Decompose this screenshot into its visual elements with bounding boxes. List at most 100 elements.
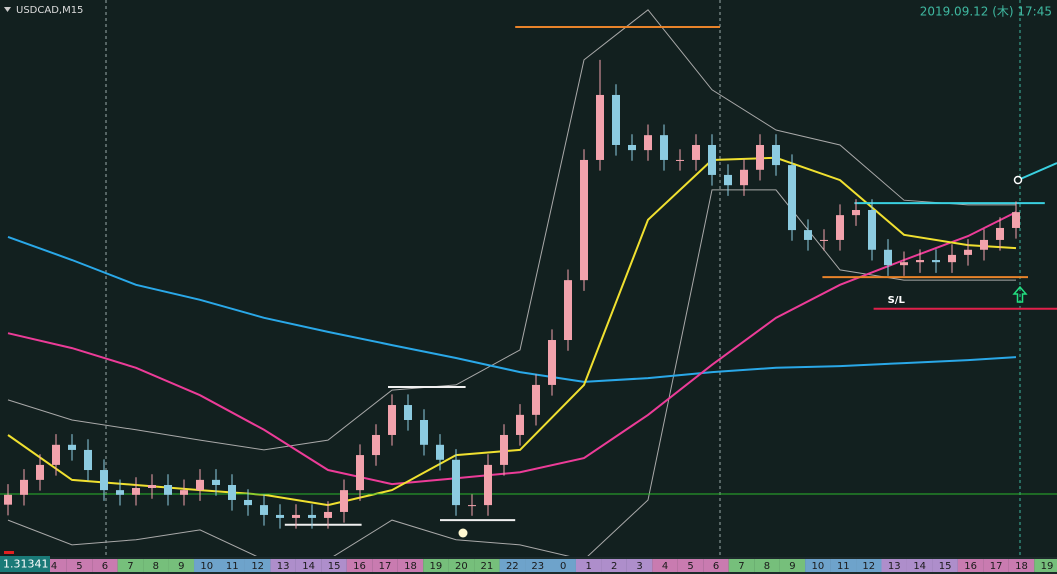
- time-label: 19: [430, 561, 443, 572]
- candle-body: [164, 485, 172, 495]
- buy-arrow: [1012, 285, 1028, 303]
- candle-body: [836, 215, 844, 240]
- axis-cell: [321, 559, 347, 572]
- candle-body: [292, 514, 300, 518]
- candle-body: [228, 485, 236, 500]
- candle-body: [996, 227, 1004, 240]
- time-label: 8: [764, 561, 770, 572]
- candle-body: [676, 159, 684, 161]
- time-label: 18: [1015, 561, 1028, 572]
- candle-body: [20, 479, 28, 495]
- time-axis: 4 5 6 7 8 9 10 11 12 13 14 15 16 17 18 19 20 21 22 23 0 1 2 3 4 5…: [0, 557, 1057, 574]
- axis-cell: [397, 559, 424, 572]
- axis-cell: [932, 559, 958, 572]
- candle-body: [100, 470, 108, 491]
- axis-cell: [194, 559, 220, 572]
- candle-body: [148, 485, 156, 488]
- axis-cell: [906, 559, 933, 572]
- candle-body: [340, 490, 348, 512]
- candle-body: [244, 499, 252, 506]
- axis-cell: [372, 559, 398, 572]
- indicator-line: [7, 9, 1016, 451]
- time-label: 2: [611, 561, 617, 572]
- time-label: 14: [913, 561, 926, 572]
- axis-cell: [957, 559, 984, 572]
- candle-body: [628, 144, 636, 151]
- time-label: 16: [353, 561, 366, 572]
- time-label: 6: [102, 561, 108, 572]
- axis-cell: [626, 559, 653, 572]
- axis-cell: [601, 559, 627, 572]
- candle-body: [532, 384, 540, 415]
- time-label: 8: [153, 561, 159, 572]
- candle-body: [452, 459, 460, 506]
- indicator-line: [7, 235, 1017, 383]
- candle-body: [708, 144, 716, 175]
- time-label: 0: [560, 561, 566, 572]
- candle-body: [484, 464, 492, 506]
- indicator-line: [7, 156, 1017, 507]
- candle-body: [68, 444, 76, 450]
- time-label: 13: [888, 561, 901, 572]
- time-label: 7: [127, 561, 133, 572]
- time-label: 15: [939, 561, 952, 572]
- candle-body: [388, 405, 396, 435]
- axis-cell: [575, 559, 602, 572]
- time-label: 11: [226, 561, 239, 572]
- time-label: 10: [200, 561, 213, 572]
- timestamp: 2019.09.12 (木) 17:45: [920, 5, 1052, 19]
- axis-cell: [168, 559, 195, 572]
- candle-body: [980, 239, 988, 250]
- axis-cell: [295, 559, 322, 572]
- axis-cell: [525, 559, 551, 572]
- axis-cell: [1008, 559, 1035, 572]
- symbol-title: USDCAD,M15: [16, 5, 83, 16]
- time-label: 13: [277, 561, 290, 572]
- candle-body: [436, 444, 444, 460]
- candle-body: [932, 260, 940, 263]
- candle-body: [276, 514, 284, 518]
- axis-cell: [66, 559, 93, 572]
- candle-body: [612, 94, 620, 145]
- plot: S/L: [0, 9, 1057, 556]
- time-label: 9: [178, 561, 184, 572]
- candle-body: [596, 94, 604, 160]
- candle-body: [212, 479, 220, 486]
- candle-body: [260, 505, 268, 515]
- time-label: 11: [837, 561, 850, 572]
- candle-body: [404, 405, 412, 420]
- time-label: 5: [76, 561, 82, 572]
- time-label: 1: [586, 561, 592, 572]
- axis-cell: [728, 559, 755, 572]
- candle-body: [84, 449, 92, 471]
- candle-body: [900, 262, 908, 266]
- menu-triangle[interactable]: [4, 7, 11, 12]
- candle-body: [308, 514, 316, 518]
- candle-body: [772, 144, 780, 166]
- trend-arrow: [1017, 162, 1057, 181]
- time-label: 17: [990, 561, 1003, 572]
- candle-body: [884, 249, 892, 266]
- time-label: 9: [789, 561, 795, 572]
- time-label: 18: [404, 561, 417, 572]
- candle-body: [132, 487, 140, 495]
- candle-body: [580, 159, 588, 281]
- axis-cell: [1034, 559, 1057, 572]
- axis-cell: [474, 559, 500, 572]
- time-label: 21: [480, 561, 493, 572]
- time-label: 14: [302, 561, 315, 572]
- time-label: 5: [687, 561, 693, 572]
- candle-body: [372, 434, 380, 456]
- candle-body: [724, 174, 732, 186]
- time-label: 6: [713, 561, 719, 572]
- candle-body: [644, 135, 652, 151]
- time-label: 15: [328, 561, 341, 572]
- indicator-line: [7, 189, 1016, 556]
- axis-cell: [423, 559, 449, 572]
- candle-body: [420, 419, 428, 445]
- candle-body: [868, 209, 876, 250]
- time-label: 10: [811, 561, 824, 572]
- candle-body: [468, 505, 476, 507]
- candle-body: [964, 249, 972, 255]
